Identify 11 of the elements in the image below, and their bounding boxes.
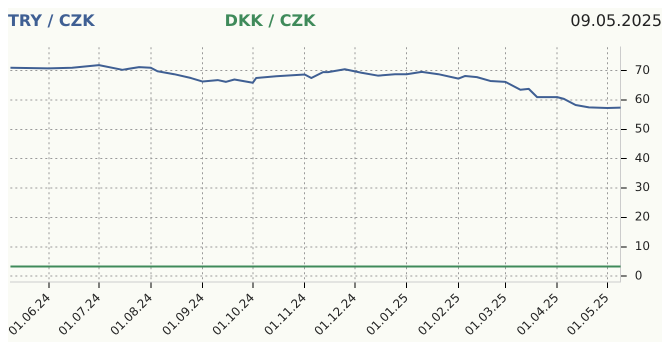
y-tick-label: 70: [634, 62, 650, 77]
y-tick-label: 10: [634, 238, 650, 253]
text: TRY / CZK: [8, 10, 95, 30]
chart-subtitle: 09.05.2025: [570, 10, 662, 30]
text: DKK / CZK: [224, 10, 316, 30]
y-tick-label: 20: [634, 210, 650, 224]
y-tick-label: 0: [634, 268, 642, 282]
y-tick-label: 50: [634, 122, 650, 136]
y-tick-label: 30: [634, 180, 650, 194]
y-tick-label: 60: [634, 92, 650, 106]
y-tick-label: 40: [634, 150, 650, 165]
